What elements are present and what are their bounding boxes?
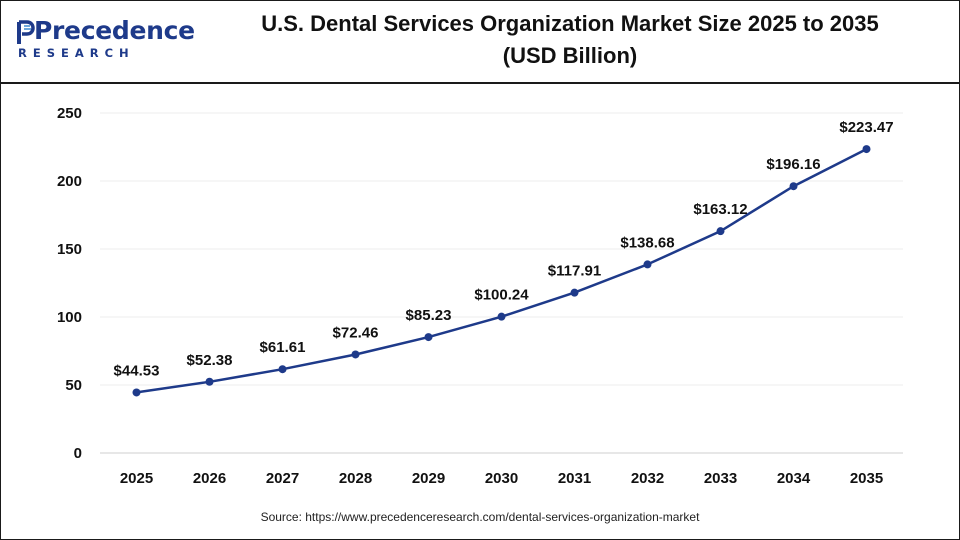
data-point <box>497 312 506 321</box>
brand-subname: RESEARCH <box>18 46 135 60</box>
data-label: $72.46 <box>333 324 379 341</box>
brand-name: Precedence <box>34 16 195 45</box>
x-tick-label: 2025 <box>120 470 153 487</box>
data-label: $163.12 <box>693 201 747 218</box>
data-label: $85.23 <box>406 307 452 324</box>
data-point <box>862 145 871 154</box>
chart-title-line2: (USD Billion) <box>502 43 638 68</box>
data-point <box>278 365 287 374</box>
y-tick-label: 250 <box>57 105 82 122</box>
x-axis-ticks: 2025 2026 2027 2028 2029 2030 2031 2032 2033 2034… <box>120 470 883 487</box>
x-tick-label: 2026 <box>193 470 226 487</box>
source-note: Source: https://www.precedenceresearch.c… <box>260 510 700 524</box>
data-label: $223.47 <box>839 119 893 136</box>
data-point <box>132 388 141 397</box>
y-tick-label: 0 <box>74 445 82 462</box>
grid-lines <box>100 112 903 386</box>
y-tick-label: 100 <box>57 309 82 326</box>
data-label: $196.16 <box>766 156 820 173</box>
x-tick-label: 2030 <box>485 470 518 487</box>
header: Precedence RESEARCH U.S. Dental Services… <box>0 0 960 82</box>
y-tick-label: 50 <box>65 377 82 394</box>
logo-mark-icon <box>17 20 35 44</box>
data-point <box>424 333 433 342</box>
x-tick-label: 2031 <box>558 470 591 487</box>
data-label: $117.91 <box>548 263 601 280</box>
data-label: $61.61 <box>260 339 306 356</box>
x-tick-label: 2032 <box>631 470 664 487</box>
chart-title: U.S. Dental Services Organization Market… <box>190 8 950 72</box>
y-axis-ticks: 0 50 100 150 200 250 <box>57 105 82 462</box>
data-point <box>789 182 798 191</box>
x-tick-label: 2033 <box>704 470 737 487</box>
data-label: $138.68 <box>620 234 674 251</box>
data-point <box>716 227 725 236</box>
x-tick-label: 2029 <box>412 470 445 487</box>
x-tick-label: 2027 <box>266 470 299 487</box>
header-divider <box>0 82 960 84</box>
data-point <box>351 350 360 359</box>
data-label: $52.38 <box>187 352 233 369</box>
data-point <box>570 288 579 297</box>
x-tick-label: 2028 <box>339 470 372 487</box>
data-points <box>132 145 871 397</box>
x-tick-label: 2034 <box>777 470 811 487</box>
y-tick-label: 150 <box>57 241 82 258</box>
data-label: $44.53 <box>114 362 160 379</box>
x-tick-label: 2035 <box>850 470 883 487</box>
chart-title-line1: U.S. Dental Services Organization Market… <box>261 11 879 36</box>
data-point <box>205 377 214 386</box>
data-label: $100.24 <box>474 287 529 304</box>
series-line <box>136 147 868 394</box>
brand-logo: Precedence RESEARCH <box>16 16 195 66</box>
data-labels: $44.53 $52.38 $61.61 $72.46 $85.23 $100.24 $11… <box>114 119 894 379</box>
data-point <box>643 260 652 269</box>
y-tick-label: 200 <box>57 173 82 190</box>
